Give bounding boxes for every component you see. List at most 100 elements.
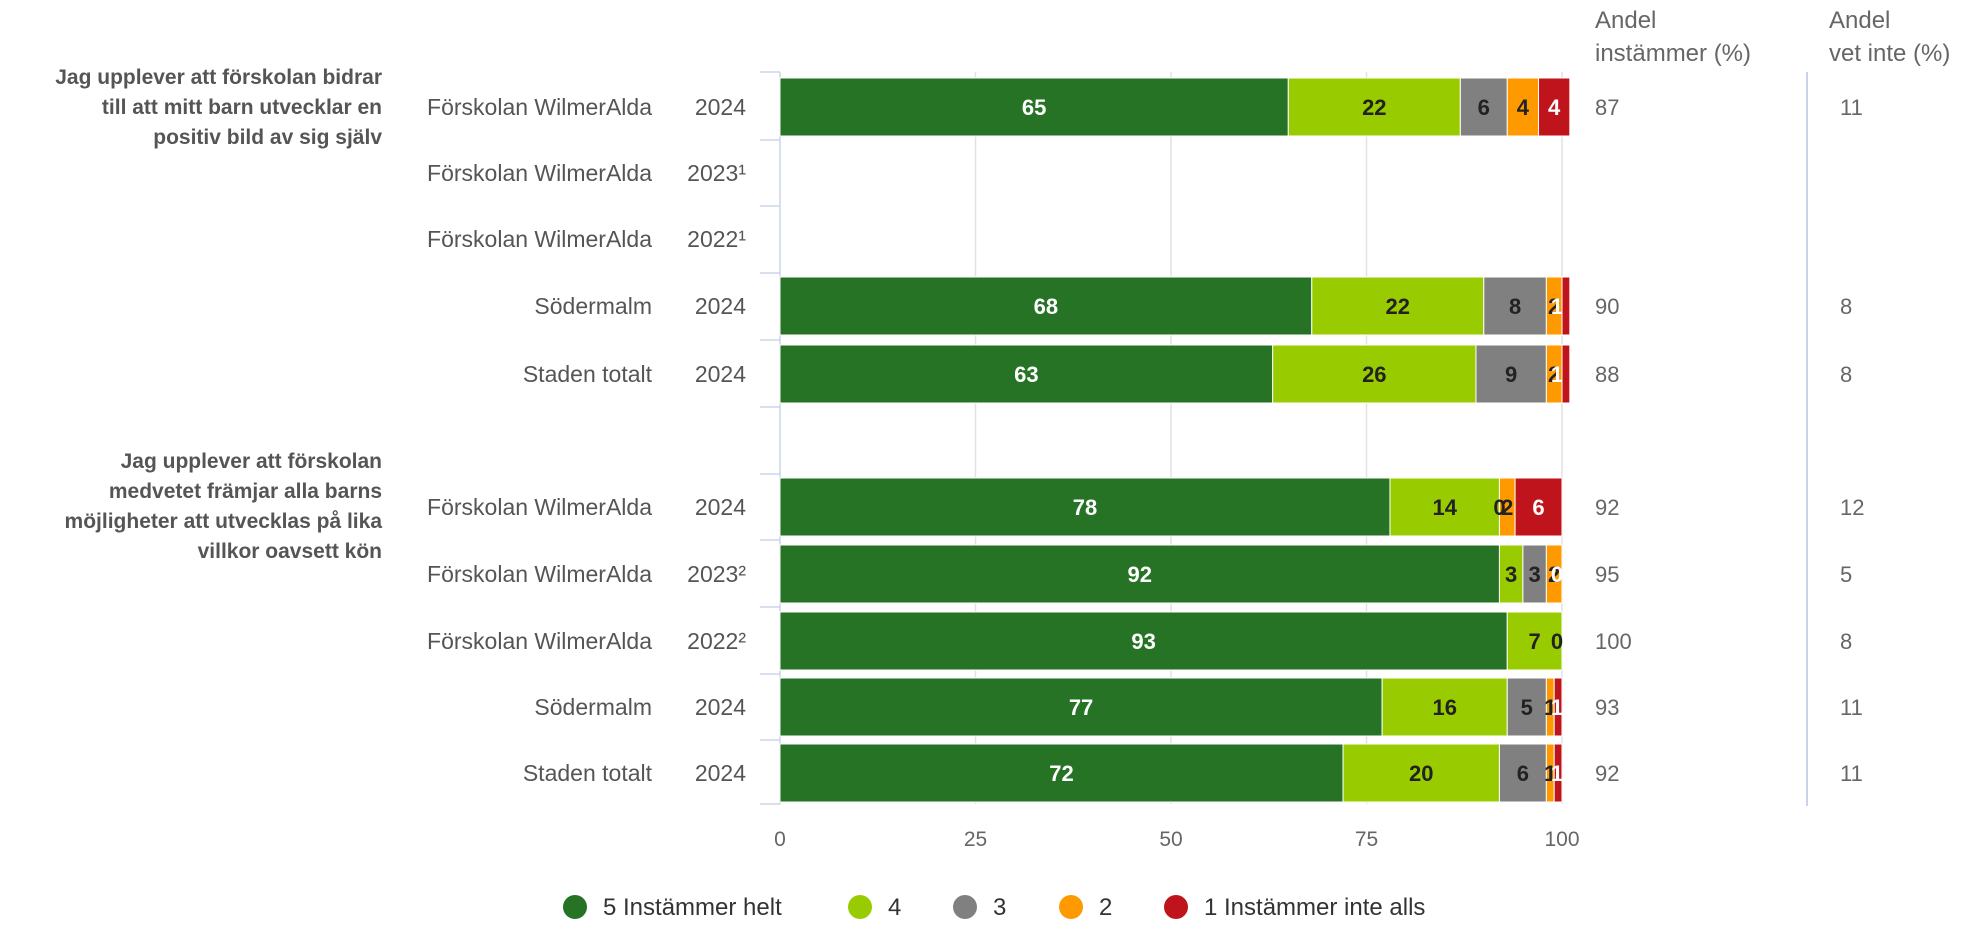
bar-segment [779,544,1500,604]
question-title-line: positiv bild av sig själv [153,126,382,149]
dontknow-value: 12 [1840,495,1864,520]
agree-column-header: Andel instämmer (%) [1595,7,1751,67]
question-title-line: Jag upplever att förskolan bidrar [55,66,382,89]
bar-data-label: 6 [1517,761,1529,786]
bar-data-label: 72 [1049,761,1073,786]
question-titles: Jag upplever att förskolan bidrar till at… [55,66,382,563]
bar-data-label: 1 [1551,294,1563,319]
row-year: 2024 [695,760,746,786]
dontknow-column-header-line: Andel [1829,7,1890,34]
legend-marker [1164,895,1188,919]
bar-data-label: 78 [1073,495,1097,520]
bar-data-label: 1 [1551,761,1563,786]
dontknow-value: 8 [1840,362,1852,387]
bar-segment [779,77,1289,137]
row-year: 2024 [695,494,746,520]
bar-data-label: 92 [1127,562,1151,587]
bar-data-label: 93 [1131,629,1155,654]
bar-segment [1545,544,1563,604]
bar-segment [1506,611,1563,671]
legend: 5 Instämmer helt 4 3 2 1 Instämmer inte alls [563,894,1425,921]
bar-data-label: 1 [1544,761,1556,786]
agree-column-header-line: Andel [1595,7,1656,34]
legend-marker [848,895,872,919]
bar-data-label: 9 [1505,362,1517,387]
bar-data-label: 0 [1493,495,1505,520]
row-label: Förskolan WilmerAlda [427,160,652,186]
x-tick-label: 50 [1159,828,1182,851]
bar-data-label: 2 [1548,362,1560,387]
bar-segment [779,677,1383,737]
row-year: 2024 [695,361,746,387]
dontknow-value: 11 [1840,95,1863,120]
bar-segment [779,611,1508,671]
row-year: 2024 [695,694,746,720]
legend-label: 1 Instämmer inte alls [1204,894,1425,921]
bar-data-label: 2 [1548,562,1560,587]
bar-data-label: 3 [1529,562,1541,587]
bar-segment [1389,477,1500,537]
row-label: Förskolan WilmerAlda [427,494,652,520]
bar-segment [779,276,1313,336]
bar-segment [1553,743,1563,803]
bar-segment [1553,677,1563,737]
bar-segment [1287,77,1461,137]
bar-segment [1538,77,1571,137]
agree-value: 90 [1595,294,1619,319]
x-tick-label: 75 [1355,828,1378,851]
legend-marker [953,895,977,919]
bar-data-label: 20 [1409,761,1433,786]
bar-segment [1498,743,1547,803]
bar-data-label: 8 [1509,294,1521,319]
row-label: Förskolan WilmerAlda [427,94,652,120]
row-year: 2022² [687,628,746,654]
bar-data-label: 1 [1551,695,1563,720]
bar-data-label: 4 [1548,95,1561,120]
bar-data-label: 63 [1014,362,1038,387]
dontknow-column-header: Andel vet inte (%) [1829,7,1950,67]
bar-data-label: 16 [1432,695,1456,720]
bar-segment [1483,276,1547,336]
x-tick-label: 25 [964,828,987,851]
legend-label: 2 [1099,894,1112,921]
bar-segment [1459,77,1508,137]
row-year: 2023¹ [687,160,746,186]
extra-columns: Andel instämmer (%) Andel vet inte (%) 87 11 9… [1595,7,1950,806]
x-axis-ticks: 0 25 50 75 100 [774,828,1579,851]
row-label: Staden totalt [523,361,653,387]
row-year: 2024 [695,293,746,319]
row-year: 2022¹ [687,226,746,252]
question-title-line: villkor oavsett kön [198,540,382,563]
bar-segment [1475,344,1547,404]
bar-data-label: 2 [1501,495,1513,520]
row-label: Förskolan WilmerAlda [427,628,652,654]
bar-data-label: 68 [1034,294,1058,319]
bar-data-label: 1 [1544,695,1556,720]
bar-segment [1561,276,1571,336]
agree-value: 88 [1595,362,1619,387]
question-title: Jag upplever att förskolan medvetet främj… [65,450,383,563]
bar-segment [779,743,1344,803]
dontknow-value: 11 [1840,695,1863,720]
agree-value: 92 [1595,761,1619,786]
bar-data-label: 0 [1551,562,1563,587]
bar-data-label: 0 [1551,629,1563,654]
dontknow-value: 8 [1840,294,1852,319]
bar-data-label: 7 [1529,629,1541,654]
bar-data-label: 3 [1505,562,1517,587]
bar-segment [1311,276,1485,336]
row-label: Södermalm [534,694,652,720]
category-axis [760,71,781,805]
question-title-line: möjligheter att utvecklas på lika [65,510,383,533]
bar-segment [1514,477,1563,537]
legend-marker [563,895,587,919]
dontknow-value: 8 [1840,629,1852,654]
question-title-line: Jag upplever att förskolan [121,450,382,473]
bar-segment [1272,344,1477,404]
row-label: Förskolan WilmerAlda [427,561,652,587]
x-tick-label: 0 [774,828,786,851]
legend-label: 5 Instämmer helt [603,894,782,921]
row-label: Förskolan WilmerAlda [427,226,652,252]
legend-label: 4 [888,894,901,921]
